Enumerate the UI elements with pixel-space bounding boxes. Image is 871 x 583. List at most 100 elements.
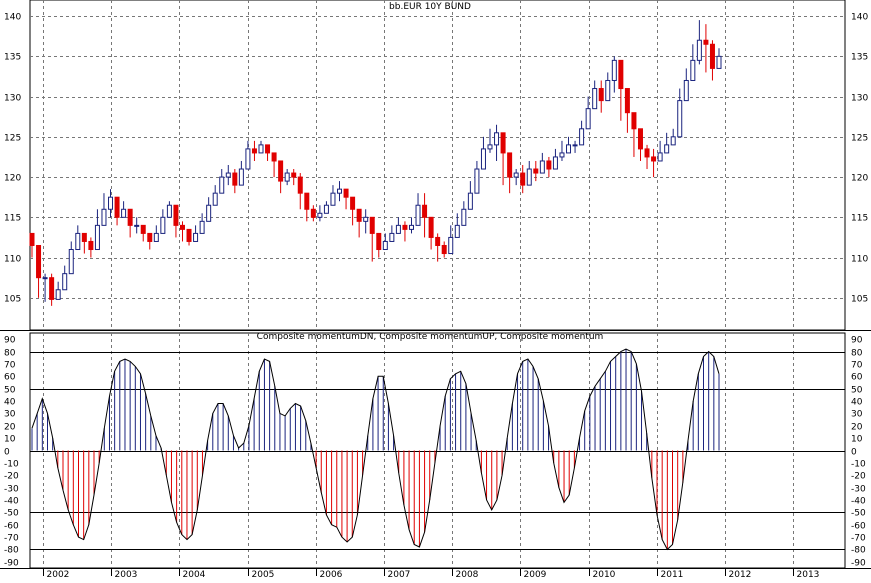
momentum-y-label-left: -40	[4, 497, 19, 507]
momentum-y-label-right: 90	[851, 336, 863, 346]
x-tick-label: 2004	[183, 570, 206, 579]
candle-body	[376, 232, 382, 251]
candle-body	[212, 192, 218, 206]
candle-body	[703, 39, 709, 45]
candle-body	[55, 289, 61, 300]
momentum-y-label-left: 40	[4, 398, 16, 408]
candle-body	[317, 212, 323, 218]
candle-body	[526, 168, 532, 186]
price-chart-title: bb.EUR 10Y BUND	[389, 2, 471, 12]
candle-body	[199, 220, 205, 234]
price-y-label-left: 140	[4, 13, 21, 23]
momentum-chart-title: Composite momentumDN, Composite momentum…	[257, 332, 604, 342]
candle-body	[389, 232, 395, 242]
x-tick-label: 2002	[47, 570, 70, 579]
momentum-line	[31, 348, 720, 551]
momentum-y-label-left: 80	[4, 349, 16, 359]
candle-body	[108, 196, 114, 210]
price-y-label-left: 135	[4, 53, 21, 63]
candle-body	[42, 277, 48, 280]
momentum-y-label-left: 50	[4, 386, 16, 396]
candle-body	[618, 59, 624, 90]
price-panel-frame	[29, 0, 846, 331]
price-y-label-right: 130	[851, 94, 868, 104]
candle-body	[382, 240, 388, 251]
candle-body	[520, 172, 526, 186]
momentum-y-label-right: 80	[851, 349, 863, 359]
candle-body	[29, 232, 35, 246]
candle-body	[160, 216, 166, 234]
momentum-y-label-right: 10	[851, 435, 863, 445]
x-tick-label: 2007	[388, 570, 411, 579]
momentum-y-label-left: -50	[4, 509, 19, 519]
candle-body	[552, 156, 558, 170]
momentum-y-label-right: -60	[851, 522, 866, 532]
candle-body	[461, 208, 467, 226]
candle-body	[88, 240, 94, 251]
candle-body	[709, 43, 715, 69]
candle-body	[101, 208, 107, 226]
candle-body	[297, 176, 303, 194]
momentum-y-label-right: -30	[851, 485, 866, 495]
momentum-y-label-right: 20	[851, 423, 863, 433]
candle-body	[677, 100, 683, 138]
candle-body	[114, 196, 120, 218]
momentum-y-label-left: -20	[4, 472, 19, 482]
candle-body	[304, 192, 310, 210]
x-tick-label: 2008	[456, 570, 479, 579]
momentum-y-label-left: -60	[4, 522, 19, 532]
momentum-y-label-right: -70	[851, 534, 866, 544]
momentum-y-label-left: -30	[4, 485, 19, 495]
candle-body	[173, 204, 179, 226]
candle-body	[572, 144, 578, 147]
candle-body	[696, 39, 702, 61]
price-y-label-left: 110	[4, 255, 21, 265]
candle-body	[369, 216, 375, 234]
candle-body	[166, 204, 172, 218]
x-tick-label: 2011	[661, 570, 684, 579]
candle-body	[193, 232, 199, 242]
candle-body	[402, 224, 408, 230]
momentum-y-label-right: -50	[851, 509, 866, 519]
candle-body	[579, 128, 585, 146]
price-y-label-right: 135	[851, 53, 868, 63]
momentum-y-label-right: 60	[851, 373, 863, 383]
momentum-y-label-left: -80	[4, 546, 19, 556]
momentum-y-label-left: 20	[4, 423, 16, 433]
candle-body	[350, 196, 356, 210]
candle-body	[566, 144, 572, 154]
momentum-y-label-left: 60	[4, 373, 16, 383]
candle-body	[186, 228, 192, 242]
momentum-y-label-right: -20	[851, 472, 866, 482]
candle-body	[147, 232, 153, 242]
momentum-y-label-right: -40	[851, 497, 866, 507]
candle-body	[624, 88, 630, 114]
candle-body	[454, 224, 460, 238]
candle-body	[323, 204, 329, 214]
price-y-label-left: 130	[4, 94, 21, 104]
candle-body	[134, 224, 140, 227]
candle-body	[664, 144, 670, 154]
candle-body	[435, 236, 441, 246]
x-tick-label: 2003	[115, 570, 138, 579]
candle-body	[467, 192, 473, 210]
candle-body	[480, 148, 486, 170]
candle-body	[539, 160, 545, 174]
price-y-label-right: 140	[851, 13, 868, 23]
candle-body	[585, 108, 591, 130]
price-y-label-right: 105	[851, 295, 868, 305]
candle-body	[533, 168, 539, 174]
candle-body	[363, 216, 369, 222]
candle-body	[637, 128, 643, 150]
candle-body	[245, 148, 251, 170]
candle-body	[598, 88, 604, 102]
momentum-y-label-right: 30	[851, 410, 863, 420]
candle-body	[448, 236, 454, 255]
momentum-y-label-right: -10	[851, 460, 866, 470]
candle-body	[395, 224, 401, 234]
candle-body	[179, 224, 185, 230]
candle-body	[441, 244, 447, 255]
candle-body	[651, 156, 657, 162]
